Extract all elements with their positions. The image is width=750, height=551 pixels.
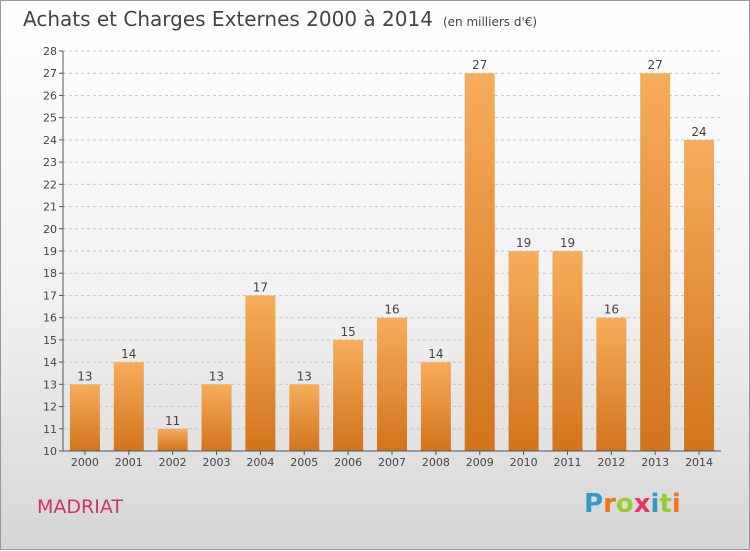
x-tick-label: 2005 xyxy=(290,456,318,469)
y-tick-label: 11 xyxy=(43,423,57,436)
y-tick-label: 15 xyxy=(43,334,57,347)
bar xyxy=(596,317,627,451)
y-tick-label: 18 xyxy=(43,267,57,280)
x-tick-label: 2004 xyxy=(246,456,274,469)
data-label: 16 xyxy=(604,303,619,317)
y-tick-label: 27 xyxy=(43,67,57,80)
data-label: 11 xyxy=(165,414,180,428)
bar xyxy=(464,73,495,451)
data-label: 17 xyxy=(253,280,268,294)
y-tick-label: 26 xyxy=(43,89,57,102)
data-label: 19 xyxy=(516,236,531,250)
y-tick-label: 10 xyxy=(43,445,57,458)
bar xyxy=(289,384,320,451)
y-tick-label: 25 xyxy=(43,112,57,125)
x-tick-label: 2012 xyxy=(597,456,625,469)
bar xyxy=(640,73,671,451)
bar xyxy=(245,295,276,451)
bar xyxy=(333,339,364,451)
bar xyxy=(377,317,407,451)
bars xyxy=(69,73,715,451)
y-tick-label: 19 xyxy=(43,245,57,258)
data-label: 13 xyxy=(297,369,312,383)
y-tick-label: 24 xyxy=(43,134,57,147)
data-label: 13 xyxy=(209,369,224,383)
data-label: 14 xyxy=(121,347,136,361)
bar xyxy=(684,139,715,451)
chart-title-text: Achats et Charges Externes 2000 à 2014 xyxy=(23,7,433,31)
bar xyxy=(201,384,232,451)
data-label: 19 xyxy=(560,236,575,250)
bar xyxy=(113,362,144,451)
data-label: 13 xyxy=(77,369,92,383)
x-tick-label: 2009 xyxy=(466,456,494,469)
commune-name: MADRIAT xyxy=(37,496,123,518)
bar xyxy=(508,251,539,451)
y-tick-label: 16 xyxy=(43,312,57,325)
logo-letter: i xyxy=(650,489,660,519)
y-tick-label: 14 xyxy=(43,356,57,369)
x-tick-label: 2006 xyxy=(334,456,362,469)
x-tick-label: 2014 xyxy=(685,456,713,469)
y-tick-label: 23 xyxy=(43,156,57,169)
bar xyxy=(69,384,100,451)
logo-letter: P xyxy=(584,489,604,519)
x-tick-label: 2011 xyxy=(553,456,581,469)
bar xyxy=(157,428,188,451)
x-tick-label: 2001 xyxy=(115,456,143,469)
y-tick-label: 17 xyxy=(43,289,57,302)
logo-letter: i xyxy=(671,489,681,519)
logo-letter: x xyxy=(633,489,651,519)
chart-title: Achats et Charges Externes 2000 à 2014 (e… xyxy=(23,7,537,31)
axes: 10 11 12 13 14 15 16 17 18 19 20 21 22 23 24 25 26 27 28 20… xyxy=(43,45,721,469)
data-label: 24 xyxy=(691,125,706,139)
logo-letter: r xyxy=(603,489,616,519)
y-tick-label: 20 xyxy=(43,223,57,236)
bar xyxy=(420,362,451,451)
chart-unit: (en milliers d'€) xyxy=(442,15,538,29)
x-tick-label: 2007 xyxy=(378,456,406,469)
x-tick-label: 2008 xyxy=(422,456,450,469)
data-labels: 13 14 11 13 17 13 15 16 14 27 19 19 16 27 24 xyxy=(77,58,706,428)
data-label: 14 xyxy=(428,347,443,361)
x-tick-label: 2010 xyxy=(510,456,538,469)
y-tick-label: 21 xyxy=(43,201,57,214)
proxiti-logo: Proxiti xyxy=(584,489,681,519)
x-tick-label: 2000 xyxy=(71,456,99,469)
x-tick-label: 2013 xyxy=(641,456,669,469)
x-tick-label: 2003 xyxy=(203,456,231,469)
data-label: 27 xyxy=(648,58,663,72)
y-tick-label: 28 xyxy=(43,45,57,58)
y-tick-label: 12 xyxy=(43,401,57,414)
logo-letter: o xyxy=(615,489,634,519)
data-label: 15 xyxy=(340,325,355,339)
y-tick-label: 22 xyxy=(43,178,57,191)
y-tick-label: 13 xyxy=(43,378,57,391)
data-label: 16 xyxy=(384,303,399,317)
logo-letter: t xyxy=(659,489,672,519)
bar xyxy=(552,251,583,451)
data-label: 27 xyxy=(472,58,487,72)
x-tick-label: 2002 xyxy=(159,456,187,469)
